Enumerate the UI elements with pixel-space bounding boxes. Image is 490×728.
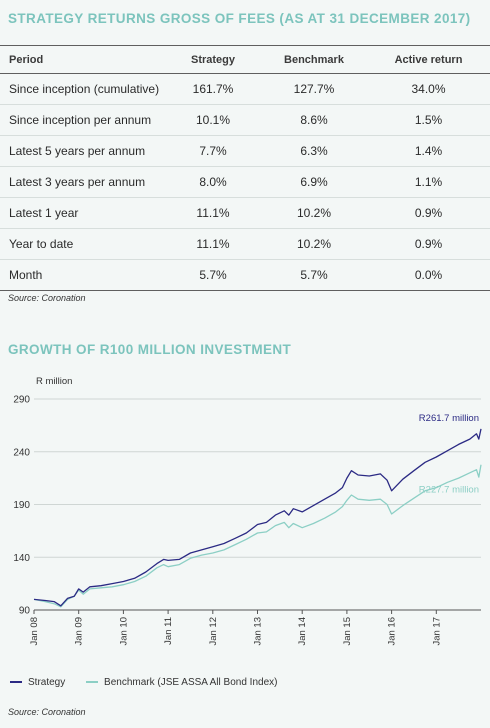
table-row: Year to date 11.1% 10.2% 0.9% [0, 228, 490, 260]
period-cell: Latest 3 years per annum [0, 166, 165, 198]
returns-table: Period Strategy Benchmark Active return … [0, 45, 490, 291]
period-cell: Month [0, 259, 165, 291]
benchmark-end-label: R227.7 million [419, 485, 479, 496]
y-tick-label: 190 [13, 500, 30, 511]
series-end-labels: R261.7 million R227.7 million [419, 413, 479, 496]
strategy-cell: 161.7% [165, 73, 261, 105]
table-row: Month 5.7% 5.7% 0.0% [0, 259, 490, 291]
x-tick-label: Jan 12 [208, 617, 219, 646]
series-lines [33, 428, 482, 608]
legend-label-strategy: Strategy [28, 677, 66, 688]
period-cell: Since inception per annum [0, 104, 165, 136]
chart-source-note: Source: Coronation [8, 707, 86, 717]
benchmark-cell: 10.2% [261, 197, 367, 229]
benchmark-cell: 6.9% [261, 166, 367, 198]
table-row: Latest 5 years per annum 7.7% 6.3% 1.4% [0, 135, 490, 167]
period-cell: Latest 1 year [0, 197, 165, 229]
strategy-cell: 10.1% [165, 104, 261, 136]
legend-swatch-benchmark [86, 681, 99, 684]
growth-chart-title: GROWTH OF R100 MILLION INVESTMENT [8, 342, 292, 357]
strategy-end-label: R261.7 million [419, 413, 479, 424]
period-cell: Latest 5 years per annum [0, 135, 165, 167]
benchmark-cell: 8.6% [261, 104, 367, 136]
active-return-cell: 1.4% [367, 135, 490, 167]
table-row: Latest 1 year 11.1% 10.2% 0.9% [0, 197, 490, 229]
x-tick-label: Jan 11 [163, 617, 174, 645]
x-tick-labels: Jan 08 Jan 09 Jan 10 Jan 11 Jan 12 Jan 13 Jan … [29, 617, 442, 646]
benchmark-cell: 10.2% [261, 228, 367, 260]
returns-source-note: Source: Coronation [8, 293, 86, 303]
period-cell: Year to date [0, 228, 165, 260]
chart-legend: Strategy Benchmark (JSE ASSA All Bond In… [10, 677, 295, 688]
active-return-cell: 1.1% [367, 166, 490, 198]
x-tick-label: Jan 08 [29, 617, 40, 646]
x-tick-label: Jan 16 [387, 617, 398, 646]
column-header-benchmark: Benchmark [261, 45, 367, 74]
active-return-cell: 0.9% [367, 197, 490, 229]
benchmark-cell: 127.7% [261, 73, 367, 105]
y-tick-label: 90 [19, 606, 31, 617]
strategy-cell: 8.0% [165, 166, 261, 198]
table-row: Latest 3 years per annum 8.0% 6.9% 1.1% [0, 166, 490, 198]
benchmark-cell: 6.3% [261, 135, 367, 167]
table-header-row: Period Strategy Benchmark Active return [0, 45, 490, 74]
gridlines [33, 398, 481, 614]
strategy-cell: 7.7% [165, 135, 261, 167]
period-cell: Since inception (cumulative) [0, 73, 165, 105]
x-tick-label: Jan 15 [342, 617, 353, 646]
x-tick-label: Jan 17 [431, 617, 442, 646]
y-tick-labels: 90 140 190 240 290 [13, 395, 30, 617]
strategy-cell: 5.7% [165, 259, 261, 291]
y-tick-label: 140 [13, 553, 30, 564]
benchmark-series-line [33, 464, 482, 608]
column-header-active-return: Active return [367, 45, 490, 74]
strategy-series-line [33, 428, 482, 607]
column-header-strategy: Strategy [165, 45, 261, 74]
returns-table-title: STRATEGY RETURNS GROSS OF FEES (AS AT 31… [8, 11, 471, 26]
legend-swatch-strategy [10, 681, 22, 684]
legend-item-benchmark: Benchmark (JSE ASSA All Bond Index) [86, 677, 277, 688]
table-row: Since inception per annum 10.1% 8.6% 1.5% [0, 104, 490, 136]
x-tick-label: Jan 13 [253, 617, 264, 646]
x-tick-label: Jan 10 [118, 617, 129, 646]
y-tick-label: 240 [13, 447, 30, 458]
strategy-cell: 11.1% [165, 228, 261, 260]
x-tick-label: Jan 09 [74, 617, 85, 646]
active-return-cell: 34.0% [367, 73, 490, 105]
active-return-cell: 1.5% [367, 104, 490, 136]
y-tick-label: 290 [13, 395, 30, 406]
table-row: Since inception (cumulative) 161.7% 127.7%… [0, 73, 490, 105]
column-header-period: Period [0, 45, 165, 74]
x-tick-label: Jan 14 [297, 617, 308, 646]
legend-item-strategy: Strategy [10, 677, 65, 688]
y-axis-label: R million [36, 376, 72, 387]
legend-label-benchmark: Benchmark (JSE ASSA All Bond Index) [104, 677, 278, 688]
benchmark-cell: 5.7% [261, 259, 367, 291]
strategy-cell: 11.1% [165, 197, 261, 229]
active-return-cell: 0.9% [367, 228, 490, 260]
active-return-cell: 0.0% [367, 259, 490, 291]
